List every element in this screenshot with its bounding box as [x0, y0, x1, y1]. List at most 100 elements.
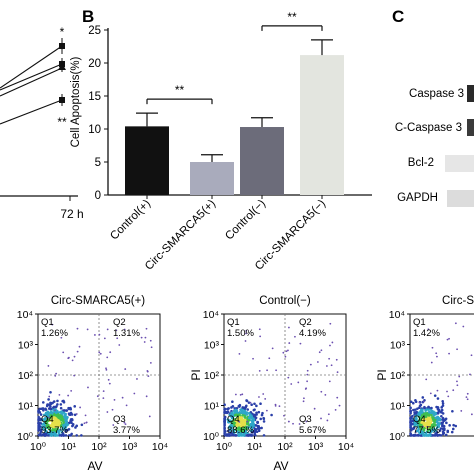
flow-y-tick-label: 10³ [390, 340, 406, 352]
flow-event [436, 397, 440, 400]
quadrant-id: Q4 [227, 414, 240, 425]
flow-event [440, 424, 444, 428]
quadrant-percent: 1.31% [113, 328, 140, 339]
flow-event [305, 387, 308, 390]
flow-event [241, 406, 244, 409]
flow-event [302, 400, 305, 403]
flow-event [236, 413, 240, 417]
bar-y-tick-label: 20 [88, 58, 101, 70]
panel-letter-b: B [82, 7, 94, 26]
flow-event [336, 371, 339, 374]
flow-event [124, 368, 127, 370]
flow-event [62, 424, 65, 427]
flow-event [237, 404, 241, 408]
flow-event [51, 401, 54, 405]
flow-event [46, 418, 49, 422]
flow-event [244, 411, 247, 414]
flow-event [234, 419, 238, 422]
flow-event [67, 406, 70, 410]
bar-y-axis-label: Cell Apoptosis(%) [70, 56, 82, 147]
flow-event [330, 364, 333, 367]
flow-event [255, 411, 258, 415]
flow-event [64, 419, 68, 422]
flow-event [62, 421, 65, 424]
flow-event [56, 427, 59, 430]
flow-event [429, 411, 433, 415]
flow-event [316, 361, 319, 363]
flow-event [108, 382, 111, 385]
flow-event [245, 427, 248, 431]
flow-y-tick-label: 10² [204, 370, 220, 382]
bar-y-tick-label: 15 [88, 91, 101, 103]
flow-event [324, 393, 327, 396]
flow-event [445, 421, 448, 425]
flow-event [238, 420, 241, 423]
flow-event [239, 416, 242, 420]
flow-event [59, 414, 62, 417]
flow-event [274, 404, 277, 407]
flow-event [416, 422, 419, 425]
quadrant-percent: 1.26% [41, 328, 68, 339]
bar-y-tick-label: 0 [95, 190, 101, 202]
flow-event [121, 396, 124, 399]
flow-x-tick-label: 10⁰ [216, 441, 233, 453]
flow-event [443, 427, 446, 431]
flow-event [259, 417, 263, 421]
flow-event [431, 434, 435, 437]
flow-event [75, 424, 79, 428]
flow-event [427, 328, 430, 331]
significance-label: ** [287, 10, 297, 24]
flow-event [421, 431, 425, 434]
flow-events [37, 323, 153, 437]
flow-event [124, 423, 127, 426]
flow-event [414, 412, 418, 415]
flow-event [58, 434, 62, 437]
panel-a-fragment: 72 h * ** [0, 25, 84, 221]
quadrant-percent: 4.19% [299, 328, 326, 339]
flow-event [73, 413, 77, 417]
flow-event [102, 390, 105, 393]
flow-event [53, 422, 57, 426]
bar-category-label: Control(−) [223, 198, 268, 243]
flow-event [421, 396, 425, 399]
flow-event [230, 416, 234, 420]
flow-event [240, 422, 243, 425]
panel-a-line-1 [0, 45, 63, 89]
flow-event [223, 407, 226, 411]
panel-a-x-tick-label: 72 h [60, 207, 83, 221]
flow-event [409, 400, 413, 404]
flow-event [38, 426, 41, 430]
flow-event [64, 429, 68, 432]
flow-event [429, 392, 432, 395]
quadrant-id: Q3 [299, 414, 312, 425]
flow-event [239, 394, 242, 396]
flow-event [227, 425, 231, 429]
flow-event [148, 415, 151, 418]
flow-event [62, 411, 66, 414]
flow-event [237, 428, 240, 431]
flow-event [94, 334, 96, 336]
flow-event [257, 425, 260, 428]
flow-event [456, 380, 458, 383]
flow-event [231, 433, 235, 436]
flow-event [238, 352, 241, 355]
flow-event [243, 431, 246, 434]
flow-y-axis-label: PI [375, 369, 389, 380]
flow-cytometry-plot: Circ-SMARCA5(+) 10⁰ 10¹ 10² 10³ 10⁴ 10⁰ 10¹ 10² 1… [17, 295, 168, 473]
flow-event [136, 378, 138, 380]
flow-event [425, 378, 428, 381]
flow-event [413, 423, 417, 427]
flow-event [96, 395, 99, 398]
flow-event [436, 389, 439, 392]
flow-event [250, 403, 253, 407]
flow-event [421, 408, 424, 412]
flow-event [145, 395, 148, 398]
flow-event [250, 431, 254, 434]
quadrant-percent: 77.5% [413, 425, 440, 436]
flow-event [297, 381, 300, 384]
flow-y-tick-label: 10⁴ [389, 309, 405, 321]
flow-event [149, 339, 152, 342]
quadrant-percent: 1.50% [227, 328, 254, 339]
quadrant-id: Q3 [113, 414, 126, 425]
flow-x-axis-label: AV [87, 459, 102, 473]
